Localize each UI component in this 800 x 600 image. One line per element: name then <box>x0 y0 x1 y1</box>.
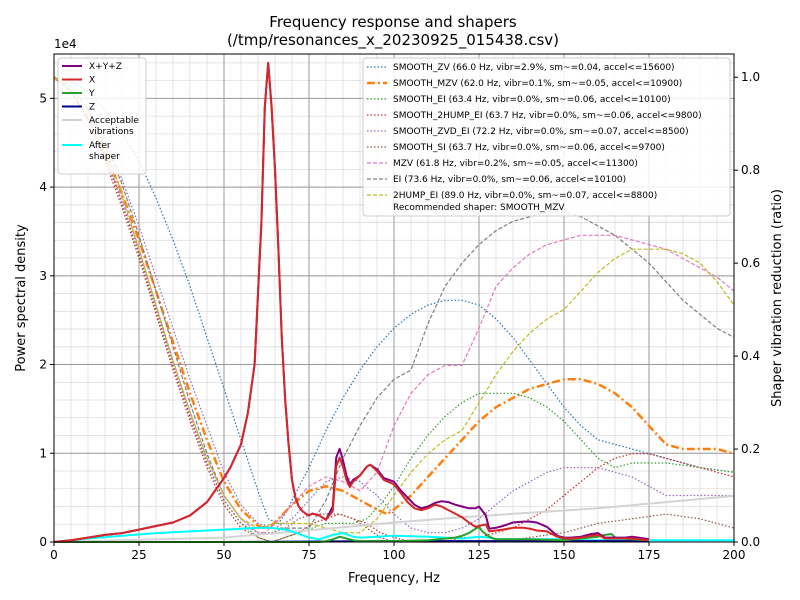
x-axis-ticks: 0 25 50 75 100 125 150 175 200 <box>50 542 745 562</box>
shaper-legend-label: MZV (61.8 Hz, vibr=0.2%, sm~=0.05, accel… <box>393 159 638 169</box>
y-tick-label: 5 <box>39 91 47 105</box>
shaper-legend-label: SMOOTH_ZVD_EI (72.2 Hz, vibr=0.0%, sm~=0… <box>393 127 689 137</box>
x-tick-label: 175 <box>638 548 661 562</box>
shaper-line-2 <box>53 76 735 543</box>
psd-legend-label: Z <box>89 103 95 113</box>
recommended-shaper-label: Recommended shaper: SMOOTH_MZV <box>393 203 565 213</box>
y-axis-label: Power spectral density <box>14 224 29 372</box>
psd-legend-label: X <box>89 76 95 86</box>
y2-tick-label: 0.0 <box>741 535 760 549</box>
psd-legend-label: Acceptable vibrations <box>89 116 139 137</box>
shaper-line-5 <box>53 76 735 543</box>
x-tick-label: 75 <box>301 548 316 562</box>
y2-axis-ticks: 0.0 0.2 0.4 0.6 0.8 1.0 <box>734 70 760 549</box>
y2-tick-label: 0.2 <box>741 442 760 456</box>
x-axis-label: Frequency, Hz <box>348 571 440 586</box>
y-multiplier-label: 1e4 <box>54 37 77 51</box>
y-tick-label: 3 <box>39 269 47 283</box>
shaper-legend-label: SMOOTH_ZV (66.0 Hz, vibr=2.9%, sm~=0.04,… <box>393 63 675 73</box>
shaper-legend-label: SMOOTH_EI (63.4 Hz, vibr=0.0%, sm~=0.06,… <box>393 95 671 105</box>
y-tick-label: 2 <box>39 358 47 372</box>
psd-legend: X+Y+Z XYZ Acceptable vibrations After shaper <box>57 57 147 175</box>
shaper-legend: Recommended shaper: SMOOTH_MZV SMOOTH_ZV… <box>362 57 731 217</box>
y2-axis-label: Shaper vibration reduction (ratio) <box>770 189 785 407</box>
chart-title: Frequency response and shapers <box>269 13 517 31</box>
y2-tick-label: 1.0 <box>741 70 760 84</box>
shaper-line-4 <box>53 76 734 534</box>
y-tick-label: 0 <box>39 535 47 549</box>
psd-legend-label: Y <box>88 89 95 99</box>
x-tick-label: 0 <box>50 548 58 562</box>
y-tick-label: 4 <box>39 180 47 194</box>
x-tick-label: 50 <box>216 548 231 562</box>
y2-tick-label: 0.8 <box>741 163 760 177</box>
psd-lines <box>53 61 735 543</box>
psd-line-1 <box>53 61 650 543</box>
y-tick-label: 1 <box>39 446 47 460</box>
shaper-line-3 <box>53 76 735 543</box>
x-tick-label: 100 <box>383 548 406 562</box>
psd-legend-label: X+Y+Z <box>89 62 122 72</box>
shaper-legend-box <box>362 57 731 217</box>
shaper-line-8 <box>53 76 735 534</box>
x-tick-label: 150 <box>553 548 576 562</box>
shaper-legend-label: 2HUMP_EI (89.0 Hz, vibr=0.0%, sm~=0.07, … <box>393 191 657 201</box>
shaper-legend-label: EI (73.6 Hz, vibr=0.0%, sm~=0.06, accel<… <box>393 175 626 185</box>
shaper-line-1 <box>53 76 735 530</box>
shaper-line-7 <box>53 76 735 529</box>
shaper-line-0 <box>53 76 735 525</box>
x-tick-label: 125 <box>468 548 491 562</box>
y-axis-ticks: 0 1 2 3 4 5 <box>39 91 54 549</box>
psd-legend-label: After shaper <box>89 141 120 162</box>
chart-subtitle: (/tmp/resonances_x_20230925_015438.csv) <box>227 31 559 50</box>
shaper-lines <box>53 76 735 543</box>
y2-tick-label: 0.4 <box>741 349 760 363</box>
y2-tick-label: 0.6 <box>741 256 760 270</box>
x-tick-label: 200 <box>723 548 746 562</box>
shaper-legend-label: SMOOTH_MZV (62.0 Hz, vibr=0.1%, sm~=0.05… <box>393 79 682 89</box>
shaper-legend-label: SMOOTH_SI (63.7 Hz, vibr=0.0%, sm~=0.06,… <box>393 143 665 153</box>
shaper-legend-label: SMOOTH_2HUMP_EI (63.7 Hz, vibr=0.0%, sm~… <box>393 111 702 121</box>
x-tick-label: 25 <box>131 548 146 562</box>
